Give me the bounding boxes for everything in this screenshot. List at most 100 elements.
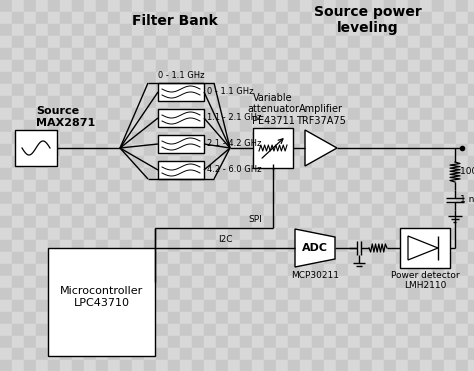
Bar: [216, 264, 228, 276]
Bar: [432, 300, 444, 312]
Bar: [156, 48, 168, 60]
Bar: [168, 336, 180, 348]
Bar: [456, 312, 468, 324]
Bar: [192, 192, 204, 204]
Bar: [288, 348, 300, 360]
Bar: [144, 300, 156, 312]
Bar: [36, 84, 48, 96]
Bar: [240, 168, 252, 180]
Bar: [216, 48, 228, 60]
Bar: [264, 0, 276, 12]
Bar: [264, 12, 276, 24]
Bar: [36, 312, 48, 324]
Bar: [96, 60, 108, 72]
Bar: [48, 204, 60, 216]
Bar: [420, 252, 432, 264]
Bar: [264, 60, 276, 72]
Bar: [84, 36, 96, 48]
Bar: [384, 204, 396, 216]
Bar: [288, 48, 300, 60]
Bar: [300, 156, 312, 168]
Bar: [276, 108, 288, 120]
Bar: [252, 288, 264, 300]
Bar: [240, 84, 252, 96]
Bar: [384, 72, 396, 84]
Bar: [300, 216, 312, 228]
Bar: [336, 228, 348, 240]
Bar: [120, 84, 132, 96]
Bar: [48, 24, 60, 36]
Bar: [0, 120, 12, 132]
Bar: [456, 216, 468, 228]
Bar: [396, 144, 408, 156]
Bar: [108, 132, 120, 144]
Bar: [420, 168, 432, 180]
Bar: [168, 276, 180, 288]
Bar: [228, 48, 240, 60]
Bar: [360, 264, 372, 276]
Bar: [288, 264, 300, 276]
Bar: [420, 240, 432, 252]
Bar: [264, 324, 276, 336]
Bar: [360, 132, 372, 144]
Bar: [252, 180, 264, 192]
Bar: [360, 312, 372, 324]
Bar: [158, 161, 204, 179]
Bar: [216, 192, 228, 204]
Bar: [276, 0, 288, 12]
Bar: [180, 84, 192, 96]
Bar: [336, 96, 348, 108]
Bar: [60, 84, 72, 96]
Bar: [120, 288, 132, 300]
Bar: [324, 240, 336, 252]
Bar: [72, 48, 84, 60]
Bar: [396, 324, 408, 336]
Bar: [312, 204, 324, 216]
Bar: [360, 144, 372, 156]
Bar: [120, 156, 132, 168]
Bar: [72, 180, 84, 192]
Bar: [240, 360, 252, 371]
Bar: [108, 72, 120, 84]
Bar: [408, 180, 420, 192]
Bar: [288, 192, 300, 204]
Bar: [108, 216, 120, 228]
Bar: [180, 156, 192, 168]
Bar: [384, 312, 396, 324]
Bar: [408, 0, 420, 12]
Bar: [12, 228, 24, 240]
Bar: [444, 216, 456, 228]
Bar: [180, 108, 192, 120]
Bar: [72, 216, 84, 228]
Bar: [96, 108, 108, 120]
Bar: [24, 84, 36, 96]
Bar: [432, 264, 444, 276]
Bar: [264, 132, 276, 144]
Bar: [372, 204, 384, 216]
Bar: [240, 12, 252, 24]
Bar: [144, 324, 156, 336]
Bar: [36, 204, 48, 216]
Bar: [324, 60, 336, 72]
Bar: [288, 132, 300, 144]
Bar: [120, 264, 132, 276]
Bar: [300, 228, 312, 240]
Bar: [372, 288, 384, 300]
Bar: [0, 240, 12, 252]
Text: 0 - 1.1 GHz: 0 - 1.1 GHz: [158, 71, 204, 80]
Bar: [456, 144, 468, 156]
Bar: [372, 312, 384, 324]
Bar: [48, 348, 60, 360]
Bar: [48, 12, 60, 24]
Bar: [228, 264, 240, 276]
Bar: [288, 156, 300, 168]
Bar: [288, 324, 300, 336]
Bar: [288, 108, 300, 120]
Bar: [372, 156, 384, 168]
Bar: [324, 48, 336, 60]
Bar: [96, 156, 108, 168]
Bar: [108, 0, 120, 12]
Text: 100 Ω: 100 Ω: [460, 167, 474, 177]
Bar: [456, 264, 468, 276]
Bar: [252, 36, 264, 48]
